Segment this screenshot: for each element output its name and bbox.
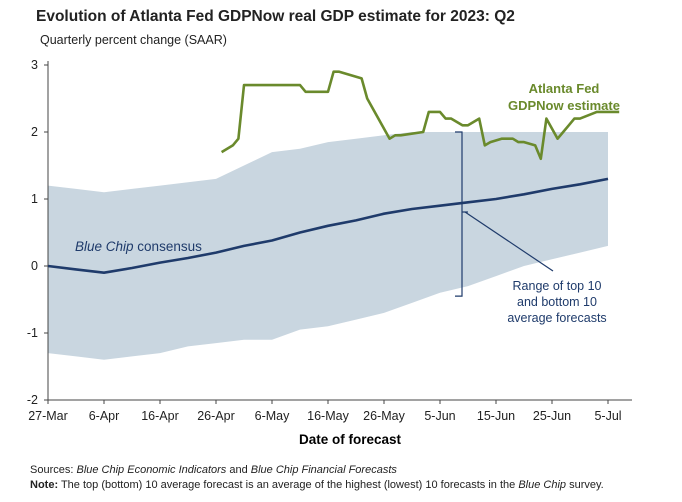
- y-tick-label: 0: [31, 259, 38, 273]
- bluechip-line: [47, 177, 609, 275]
- x-tick-label: 15-Jun: [477, 409, 515, 423]
- range-pointer: [464, 211, 554, 272]
- x-axis-label: Date of forecast: [299, 432, 402, 447]
- y-tick-label: -1: [27, 326, 38, 340]
- x-tick-label: 16-Apr: [141, 409, 179, 423]
- x-tick-label: 26-May: [363, 409, 405, 423]
- chart-subtitle: Quarterly percent change (SAAR): [40, 33, 227, 47]
- gdpnow-label-line2: GDPNow estimate: [508, 98, 620, 113]
- gdpnow-line: [220, 70, 620, 161]
- note-line: Note: The top (bottom) 10 average foreca…: [30, 479, 604, 491]
- note-end: survey.: [566, 479, 604, 491]
- y-tick-label: 3: [31, 58, 38, 72]
- y-tick-label: -2: [27, 393, 38, 407]
- range-band: [48, 132, 608, 360]
- x-tick-label: 25-Jun: [533, 409, 571, 423]
- x-tick-label: 6-May: [255, 409, 290, 423]
- x-tick-label: 16-May: [307, 409, 349, 423]
- y-tick-label: 1: [31, 192, 38, 206]
- sources-line: Sources: Blue Chip Economic Indicators a…: [30, 464, 397, 476]
- note-italic: Blue Chip: [518, 479, 567, 491]
- sources-label: Sources:: [30, 464, 74, 476]
- chart-title: Evolution of Atlanta Fed GDPNow real GDP…: [36, 8, 515, 25]
- range-label-line2: and bottom 10: [517, 295, 597, 309]
- gdpnow-label-line1: Atlanta Fed: [529, 81, 600, 96]
- note-label: Note:: [30, 479, 59, 491]
- x-tick-label: 5-Jun: [424, 409, 455, 423]
- range-label-line1: Range of top 10: [513, 279, 602, 293]
- range-label-line3: average forecasts: [507, 311, 606, 325]
- source-1: Blue Chip Economic Indicators: [76, 464, 227, 476]
- bluechip-label: Blue Chip consensus: [75, 239, 202, 254]
- x-tick-label: 26-Apr: [197, 409, 235, 423]
- x-tick-label: 27-Mar: [28, 409, 68, 423]
- range-bracket: [455, 131, 463, 297]
- x-tick-label: 6-Apr: [89, 409, 120, 423]
- chart-canvas: -2 -1 0 1 2 3 27-Mar 6-Apr 16-Apr 26-Apr 6-May 16-M…: [27, 58, 632, 447]
- source-2: Blue Chip Financial Forecasts: [250, 464, 397, 476]
- x-tick-label: 5-Jul: [594, 409, 621, 423]
- sources-and: and: [226, 464, 251, 476]
- y-tick-label: 2: [31, 125, 38, 139]
- note-text: The top (bottom) 10 average forecast is …: [58, 479, 519, 491]
